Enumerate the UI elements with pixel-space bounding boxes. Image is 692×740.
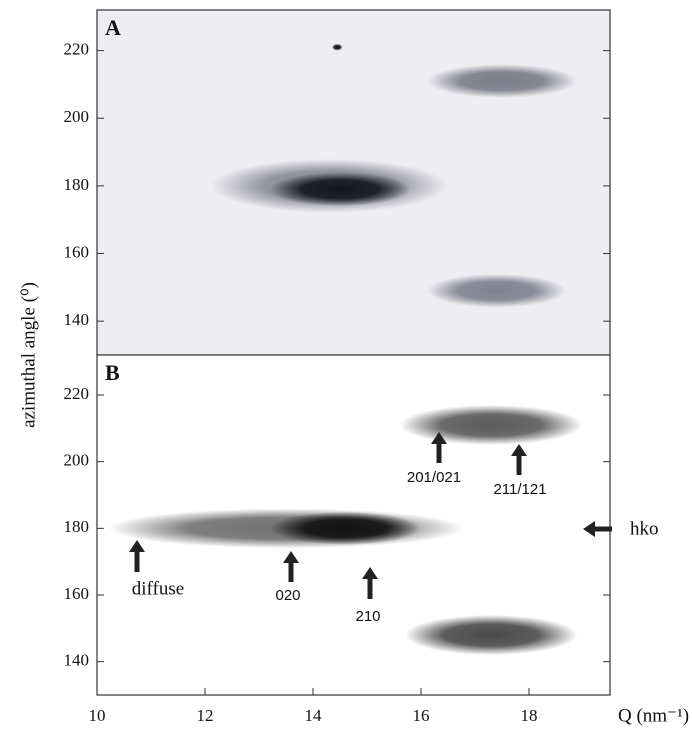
y-tick-label: 140	[64, 651, 90, 670]
annotation-label: 020	[275, 587, 300, 604]
x-tick-label: 12	[197, 706, 214, 725]
spot	[269, 172, 411, 207]
annotation-label: hko	[630, 518, 659, 539]
spots	[210, 43, 578, 308]
plot-frame	[96, 354, 611, 696]
y-tick-label: 200	[64, 107, 90, 126]
annotation-label: 210	[355, 608, 380, 625]
arrow-head	[129, 540, 145, 552]
arrow-head	[362, 567, 378, 579]
y-tick-label: 180	[64, 175, 90, 194]
spot	[426, 64, 578, 98]
y-tick-label: 220	[64, 384, 90, 403]
annotation-label: diffuse	[132, 578, 184, 599]
spot	[404, 615, 578, 655]
x-tick-label: 18	[521, 706, 538, 725]
spot	[399, 405, 583, 445]
x-tick-label: 16	[413, 706, 430, 725]
x-tick-label: 14	[305, 706, 323, 725]
annotation-label: 201/021	[407, 469, 461, 486]
spots	[107, 405, 583, 655]
arrow-head	[283, 551, 299, 563]
spot	[331, 43, 343, 51]
y-tick-label: 160	[64, 242, 90, 261]
spot	[269, 511, 421, 545]
y-tick-label: 200	[64, 451, 90, 470]
panel-label: B	[105, 360, 120, 385]
arrow-head	[511, 444, 527, 456]
annotation-label: 211/121	[493, 481, 546, 498]
arrow-head	[583, 521, 595, 537]
panel-label: A	[105, 15, 121, 40]
arrow-head	[431, 432, 447, 444]
x-axis-label: Q (nm⁻¹)	[618, 705, 689, 726]
spot	[426, 273, 567, 308]
y-tick-label: 180	[64, 517, 90, 536]
x-tick-label: 10	[89, 706, 106, 725]
y-axis-label: azimuthal angle (⁰)	[18, 282, 39, 428]
y-tick-label: 160	[64, 584, 90, 603]
y-tick-label: 140	[64, 310, 90, 329]
y-tick-label: 220	[64, 39, 90, 58]
